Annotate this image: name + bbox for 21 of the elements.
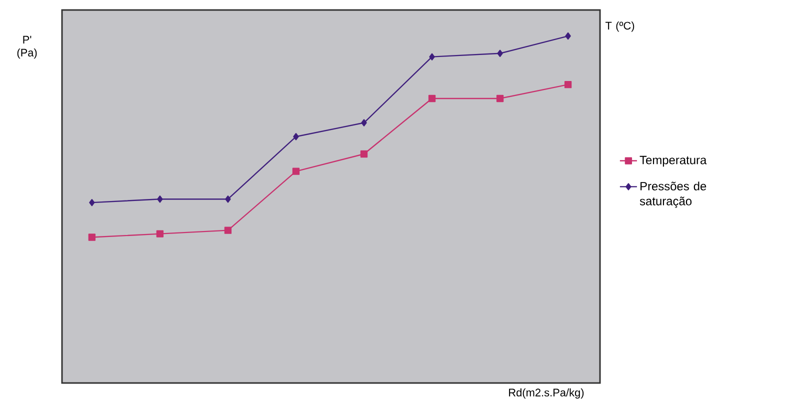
point: [88, 234, 96, 241]
point: [497, 50, 503, 57]
point: [428, 94, 436, 102]
point: [429, 53, 435, 60]
point: [293, 133, 299, 140]
point: [225, 196, 231, 203]
point: [156, 230, 164, 238]
legend-label: Temperatura: [640, 156, 707, 167]
y2-axis-title: T (ºC): [605, 22, 634, 32]
legend-label: Pressões de saturação: [640, 182, 706, 208]
point: [564, 81, 572, 88]
point: [361, 119, 367, 126]
point: [89, 198, 95, 206]
point: [292, 168, 300, 175]
point: [157, 196, 163, 203]
point: [224, 226, 232, 234]
point: [496, 94, 504, 102]
x-axis-title: Rd(m2.s.Pa/kg): [509, 388, 584, 399]
y-axis-title: P' (Pa): [17, 36, 37, 59]
point: [565, 32, 571, 40]
point: [360, 150, 368, 158]
